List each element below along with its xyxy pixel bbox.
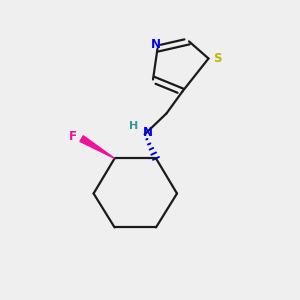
Text: N: N bbox=[143, 125, 153, 139]
Polygon shape bbox=[80, 136, 115, 158]
Text: N: N bbox=[151, 38, 161, 52]
Text: H: H bbox=[129, 121, 138, 131]
Text: S: S bbox=[213, 52, 221, 65]
Text: F: F bbox=[69, 130, 77, 143]
